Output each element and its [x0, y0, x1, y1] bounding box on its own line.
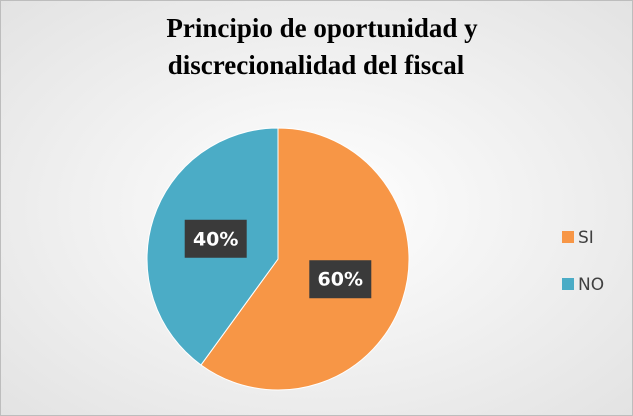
data-label-box [184, 219, 247, 258]
chart-title-line: discrecionalidad del fiscal [168, 50, 465, 80]
legend-label: SI [578, 228, 594, 248]
pie-slice [200, 127, 410, 391]
data-label-box [309, 260, 372, 299]
legend-label: NO [578, 275, 604, 295]
chart-title-line: Principio de oportunidad y [166, 13, 478, 43]
legend-swatch [562, 231, 574, 243]
data-label: 40% [193, 228, 238, 250]
data-label: 60% [318, 269, 363, 291]
legend-swatch [562, 278, 574, 290]
